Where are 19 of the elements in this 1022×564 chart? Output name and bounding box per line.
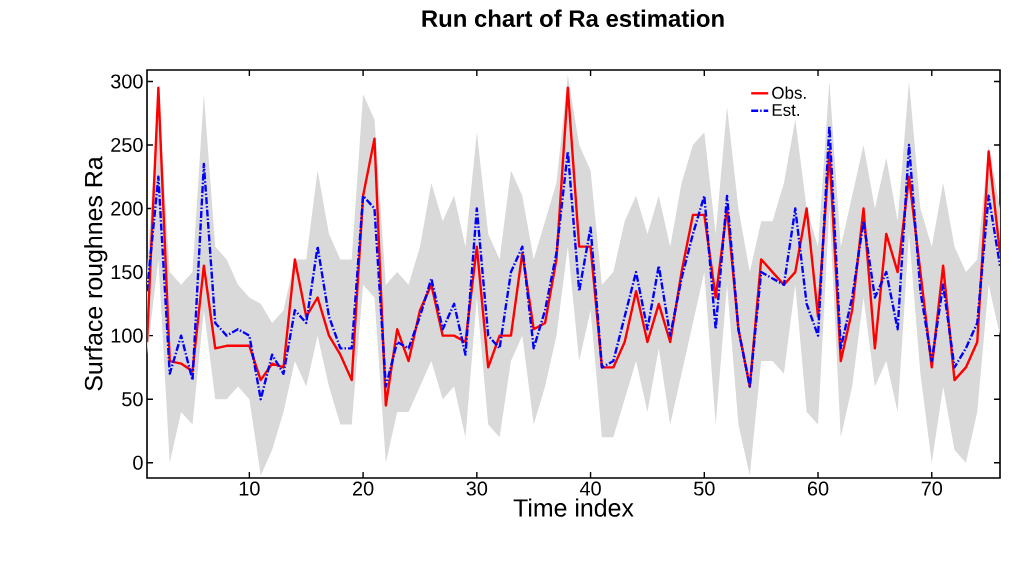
x-tick-label: 40 — [579, 481, 601, 496]
y-tick-label: 0 — [133, 455, 143, 470]
x-tick-label: 10 — [239, 481, 260, 496]
x-axis-title: Time index — [513, 498, 634, 517]
y-tick-label: 50 — [122, 392, 143, 407]
legend-label: Obs. — [772, 86, 806, 99]
legend-label: Est. — [772, 104, 800, 116]
y-axis-title: Surface roughnes Ra — [84, 156, 108, 391]
x-tick-label: 50 — [694, 481, 715, 496]
y-tick-label: 250 — [111, 137, 143, 153]
x-tick-label: 60 — [807, 481, 829, 496]
x-tick-label: 30 — [466, 481, 488, 496]
x-tick-label: 70 — [921, 481, 943, 496]
y-tick-label: 150 — [111, 265, 143, 280]
y-tick-label: 100 — [111, 328, 143, 343]
x-tick-label: 20 — [353, 481, 374, 496]
y-tick-label: 300 — [111, 74, 143, 89]
y-tick-label: 200 — [111, 201, 143, 216]
chart-title: Run chart of Ra estimation — [422, 9, 724, 28]
